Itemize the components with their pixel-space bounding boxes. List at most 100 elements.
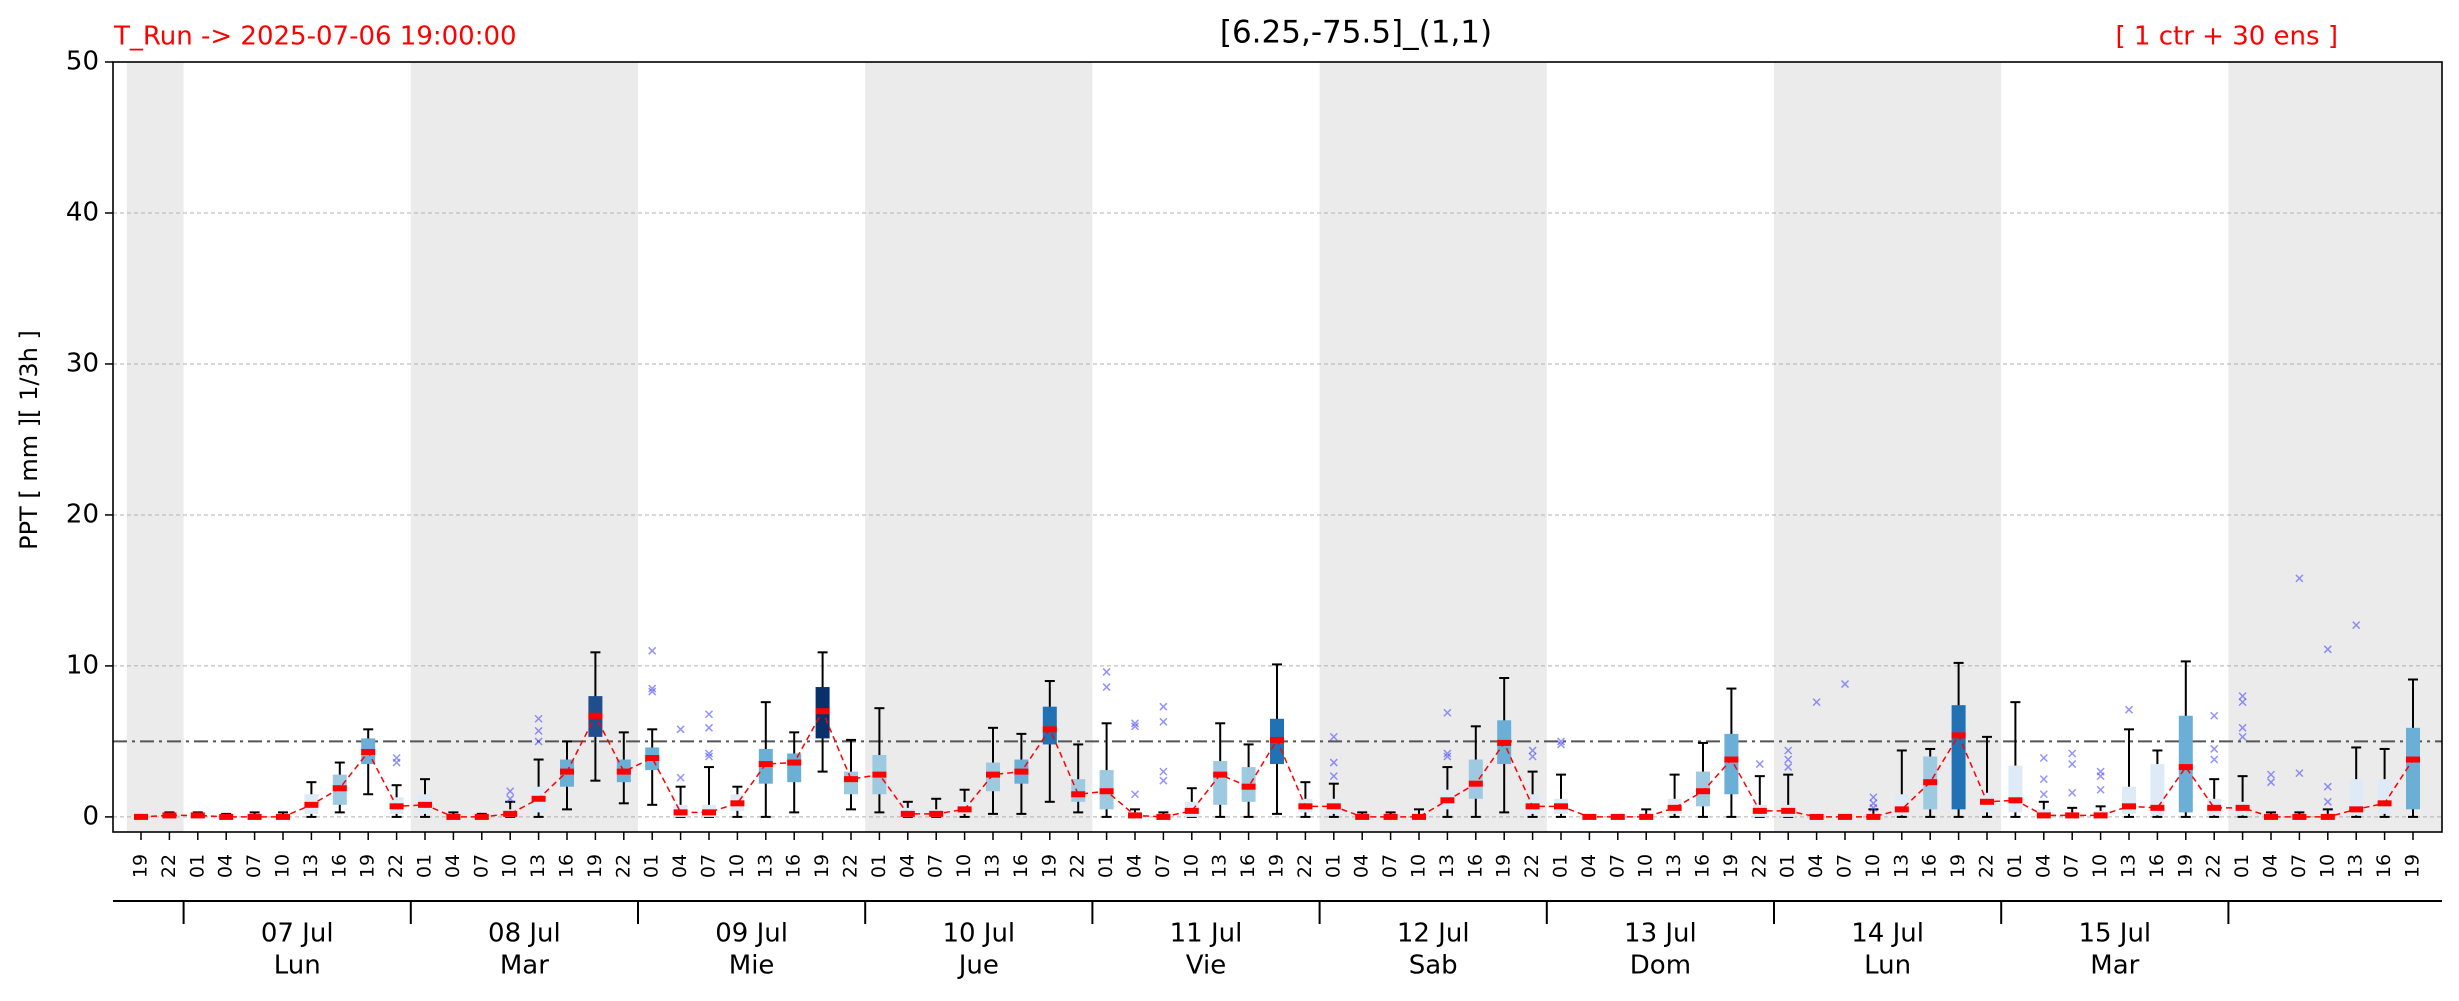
- outlier: [2323, 797, 2332, 806]
- outlier: [648, 646, 657, 655]
- x-tick-label: 07: [2288, 854, 2310, 878]
- x-tick-label: 07: [470, 854, 492, 878]
- night-shade: [1774, 62, 2002, 832]
- outlier: [2210, 744, 2219, 753]
- y-tick-label: 10: [66, 650, 99, 680]
- y-tick-label: 50: [66, 47, 99, 77]
- median-marker: [2008, 797, 2023, 804]
- median-marker: [1923, 779, 1938, 786]
- x-tick-label: 07: [1834, 854, 1856, 878]
- median-marker: [1894, 806, 1909, 813]
- date-label: 08 Jul: [488, 919, 561, 949]
- outlier: [1102, 667, 1111, 676]
- median-marker: [2292, 813, 2307, 820]
- x-tick-label: 16: [1464, 854, 1486, 878]
- median-marker: [1866, 813, 1881, 820]
- date-label: 15 Jul: [2078, 919, 2151, 949]
- day-label: Vie: [1186, 951, 1226, 981]
- x-tick-label: 07: [1379, 854, 1401, 878]
- x-tick-label: 04: [442, 854, 464, 878]
- x-tick-label: 22: [1976, 854, 1998, 878]
- x-tick-label: 22: [1294, 854, 1316, 878]
- outlier: [2039, 790, 2048, 799]
- x-tick-label: 01: [414, 854, 436, 878]
- x-tick-label: 07: [925, 854, 947, 878]
- x-tick-label: 13: [982, 854, 1004, 878]
- x-tick-label: 22: [612, 854, 634, 878]
- median-marker: [2406, 756, 2420, 763]
- x-tick-label: 19: [584, 854, 606, 878]
- outlier: [1556, 740, 1566, 749]
- outlier: [2096, 785, 2105, 794]
- x-tick-label: 13: [527, 854, 549, 878]
- median-marker: [247, 813, 262, 820]
- outlier: [2124, 705, 2134, 714]
- x-tick-label: 16: [1692, 854, 1714, 878]
- median-marker: [162, 812, 177, 819]
- outlier: [2210, 711, 2219, 720]
- x-tick-label: 10: [499, 854, 521, 878]
- outlier: [1528, 746, 1537, 755]
- outlier: [1528, 752, 1537, 761]
- median-marker: [1554, 803, 1568, 810]
- night-shade: [2228, 62, 2442, 832]
- x-tick-label: 01: [1322, 854, 1344, 878]
- x-tick-label: 10: [953, 854, 975, 878]
- day-label: Sab: [1409, 951, 1458, 981]
- median-marker: [986, 771, 1000, 778]
- x-tick-label: 07: [698, 854, 720, 878]
- y-tick-label: 40: [66, 197, 99, 227]
- x-tick-label: 22: [840, 854, 862, 878]
- x-tick-label: 19: [1720, 854, 1742, 878]
- outlier: [648, 687, 657, 696]
- outlier: [1812, 698, 1821, 707]
- median-marker: [503, 810, 518, 817]
- median-marker: [1610, 813, 1625, 820]
- x-tick-label: 13: [300, 854, 322, 878]
- x-tick-label: 16: [328, 854, 350, 878]
- outlier: [2238, 732, 2247, 741]
- median-marker: [645, 755, 660, 762]
- median-marker: [1440, 797, 1455, 804]
- day-label: Jue: [957, 951, 999, 981]
- x-tick-label: 07: [1606, 854, 1628, 878]
- y-axis-label: PPT [ mm ][ 1/3h ]: [15, 330, 43, 550]
- x-tick-label: 10: [1862, 854, 1884, 878]
- median-marker: [1383, 813, 1398, 820]
- outlier: [704, 752, 714, 761]
- outlier: [1869, 799, 1878, 808]
- x-tick-label: 04: [896, 854, 918, 878]
- median-marker: [2150, 804, 2165, 811]
- x-tick-label: 13: [1663, 854, 1685, 878]
- median-marker: [1639, 813, 1654, 820]
- median-marker: [1156, 813, 1171, 820]
- x-tick-label: 19: [130, 854, 152, 878]
- date-label: 09 Jul: [715, 919, 788, 949]
- outlier: [506, 787, 515, 796]
- median-marker: [1468, 780, 1483, 787]
- box: [2008, 765, 2023, 813]
- x-tick-label: 16: [2146, 854, 2168, 878]
- outlier: [1784, 746, 1793, 755]
- day-label: Mar: [2090, 951, 2139, 981]
- outlier: [1329, 732, 1338, 741]
- median-marker: [1128, 812, 1142, 819]
- median-marker: [1696, 788, 1710, 795]
- date-label: 07 Jul: [261, 919, 334, 949]
- median-marker: [1582, 813, 1597, 820]
- box: [1951, 705, 1966, 810]
- x-tick-label: 04: [215, 854, 237, 878]
- x-tick-label: 10: [2316, 854, 2338, 878]
- median-marker: [560, 768, 574, 775]
- x-tick-label: 22: [1748, 854, 1770, 878]
- day-label: Lun: [274, 951, 321, 981]
- median-marker: [957, 806, 972, 813]
- date-label: 10 Jul: [942, 919, 1015, 949]
- median-marker: [531, 795, 546, 802]
- median-marker: [1184, 807, 1199, 814]
- x-tick-label: 22: [385, 854, 407, 878]
- x-tick-label: 13: [1890, 854, 1912, 878]
- x-tick-label: 19: [1038, 854, 1060, 878]
- median-marker: [2065, 812, 2080, 819]
- median-marker: [2349, 806, 2364, 813]
